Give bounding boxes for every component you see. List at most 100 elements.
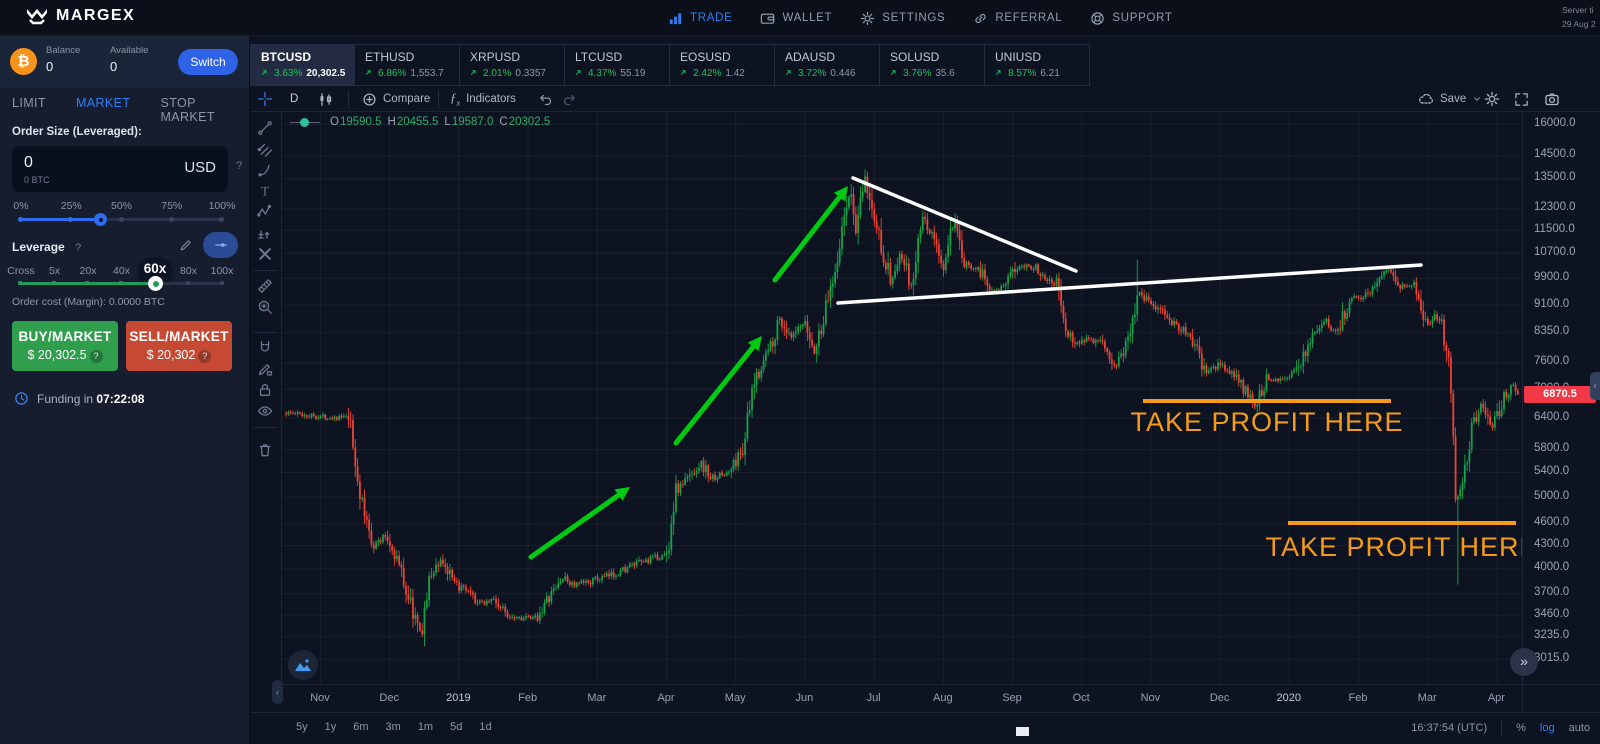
trend-line-tool-icon[interactable] [257, 120, 275, 138]
leverage-mode-toggle [168, 232, 238, 258]
leverage-help-icon[interactable]: ? [75, 242, 82, 254]
forecast-tool-icon[interactable] [257, 225, 275, 243]
leverage-stop-cross[interactable]: Cross [7, 265, 35, 277]
size-percent-75[interactable]: 75% [161, 200, 183, 212]
zoom-in-tool-icon[interactable] [257, 299, 275, 317]
chart-watermark-button[interactable] [288, 650, 318, 680]
pitchfork-tool-icon[interactable] [257, 141, 275, 159]
wedge-upper-trendline[interactable] [851, 176, 1078, 273]
nav-item-wallet[interactable]: WALLET [760, 11, 832, 26]
leverage-stop-5x[interactable]: 5x [48, 265, 61, 277]
leverage-stop-20x[interactable]: 20x [79, 265, 97, 277]
redo-button[interactable] [562, 86, 577, 112]
nav-item-settings[interactable]: SETTINGS [860, 11, 945, 26]
arrow-up-right-icon [575, 69, 584, 78]
legend-value: 19590.5 [339, 116, 382, 128]
range-3m[interactable]: 3m [385, 721, 401, 733]
size-percent-0[interactable]: 0% [13, 200, 29, 212]
snapshot-camera-button[interactable] [1544, 86, 1560, 112]
save-layout-button[interactable]: Save [1418, 86, 1482, 112]
ticker-tab-uniusd[interactable]: UNIUSD 8.57% 6.21 [985, 44, 1090, 86]
right-edge-handle[interactable]: ‹ [1590, 372, 1600, 400]
utc-clock[interactable]: 16:37:54 (UTC) [1411, 722, 1488, 734]
size-percent-100[interactable]: 100% [208, 200, 236, 212]
ticker-tab-ethusd[interactable]: ETHUSD 6.86% 1,553.7 [355, 44, 460, 86]
order-size-input[interactable]: 0 0 BTC USD [12, 146, 228, 192]
nav-item-referral[interactable]: REFERRAL [973, 11, 1062, 26]
size-slider[interactable] [18, 213, 224, 226]
trash-tool-icon[interactable] [257, 442, 275, 460]
indicators-button[interactable]: ƒx Indicators [450, 90, 516, 108]
available-label: Available [110, 45, 149, 56]
ticker-tab-btcusd[interactable]: BTCUSD 3.63% 20,302.5 [250, 44, 355, 86]
text-tool-icon[interactable]: T [257, 183, 275, 201]
interval-button[interactable]: D [290, 93, 299, 105]
compare-button[interactable]: Compare [362, 86, 430, 112]
collapse-panel-handle[interactable]: ‹ [272, 680, 283, 704]
auto-scale-button[interactable]: auto [1568, 722, 1590, 734]
crosshair-tool-icon[interactable] [257, 91, 275, 109]
leverage-stop-100x[interactable]: 100x [210, 265, 234, 277]
switch-button[interactable]: Switch [178, 49, 238, 75]
draw-lock-tool-icon[interactable] [257, 361, 275, 379]
ticker-tab-eosusd[interactable]: EOSUSD 2.42% 1.42 [670, 44, 775, 86]
order-type-tabs: LIMIT MARKET STOP MARKET [12, 96, 249, 124]
percent-scale-button[interactable]: % [1516, 722, 1526, 734]
order-size-help-icon[interactable]: ? [236, 160, 243, 172]
sell-market-button[interactable]: SELL/MARKET $ 20,302? [126, 321, 232, 371]
tab-limit[interactable]: LIMIT [12, 96, 46, 110]
buy-help-icon[interactable]: ? [89, 350, 103, 363]
ruler-tool-icon[interactable] [257, 278, 275, 296]
size-slider-handle[interactable] [94, 213, 108, 226]
leverage-stop-40x[interactable]: 40x [113, 265, 130, 277]
tab-market[interactable]: MARKET [75, 96, 131, 110]
size-percent-25[interactable]: 25% [60, 200, 82, 212]
tab-stop-market[interactable]: STOP MARKET [160, 96, 215, 124]
lock-tool-icon[interactable] [257, 382, 275, 400]
leverage-slider-handle[interactable] [148, 276, 164, 291]
support-trendline[interactable] [836, 263, 1423, 305]
impulse-arrow[interactable] [528, 487, 630, 560]
nav-item-support[interactable]: SUPPORT [1090, 11, 1172, 26]
ticker-tab-ltcusd[interactable]: LTCUSD 4.37% 55.19 [565, 44, 670, 86]
take-profit-annotation[interactable]: TAKE PROFIT HERE [1130, 399, 1403, 437]
size-percent-50[interactable]: 50% [110, 200, 133, 212]
brush-tool-icon[interactable] [257, 162, 275, 180]
ticker-tab-solusd[interactable]: SOLUSD 3.76% 35.6 [880, 44, 985, 86]
impulse-arrow[interactable] [772, 186, 848, 283]
scroll-to-recent-button[interactable]: » [1510, 648, 1538, 676]
log-scale-button[interactable]: log [1539, 722, 1555, 734]
pattern-tool-icon[interactable] [257, 204, 275, 222]
range-1d[interactable]: 1d [479, 721, 492, 733]
range-1m[interactable]: 1m [417, 721, 434, 733]
time-axis[interactable]: Nov Dec 2019 Feb Mar Apr May Jun Jul Aug Sep Oct Nov… [282, 684, 1522, 712]
magnet-tool-icon[interactable] [257, 340, 275, 358]
leverage-edit-pencil-icon[interactable] [168, 232, 203, 258]
leverage-slider[interactable] [18, 276, 224, 291]
take-profit-annotation[interactable]: TAKE PROFIT HERE [1265, 521, 1538, 562]
ticker-tab-adausd[interactable]: ADAUSD 3.72% 0.446 [775, 44, 880, 86]
candlestick-chart[interactable]: TAKE PROFIT HERE TAKE PROFIT HERE [282, 112, 1538, 684]
range-5d[interactable]: 5d [450, 721, 463, 733]
impulse-arrow[interactable] [673, 336, 762, 446]
time-tick: Sep [1002, 692, 1022, 704]
sell-help-icon[interactable]: ? [198, 350, 212, 363]
candle-style-button[interactable] [318, 86, 333, 112]
leverage-stop-80x[interactable]: 80x [180, 265, 197, 277]
nav-item-trade[interactable]: TRADE [668, 11, 732, 26]
ticker-tab-xrpusd[interactable]: XRPUSD 2.01% 0.3357 [460, 44, 565, 86]
chart-settings-button[interactable] [1484, 86, 1500, 112]
range-5y[interactable]: 5y [296, 721, 308, 733]
price-axis[interactable]: 16000.0 14500.0 13500.0 12300.0 11500.0 10700… [1522, 112, 1600, 684]
buy-market-button[interactable]: BUY/MARKET $ 20,302.5? [12, 321, 118, 371]
margex-logo[interactable]: MARGEX [26, 7, 135, 25]
fullscreen-button[interactable] [1514, 86, 1529, 112]
undo-button[interactable] [538, 86, 553, 112]
remove-tool-icon[interactable] [257, 246, 275, 264]
range-1y[interactable]: 1y [324, 721, 337, 733]
eye-tool-icon[interactable] [257, 403, 275, 421]
price-tick: 7600.0 [1534, 355, 1570, 368]
leverage-stop-60x[interactable]: 60x [143, 261, 167, 276]
range-6m[interactable]: 6m [353, 721, 369, 733]
leverage-slider-mode-icon[interactable] [203, 232, 238, 258]
